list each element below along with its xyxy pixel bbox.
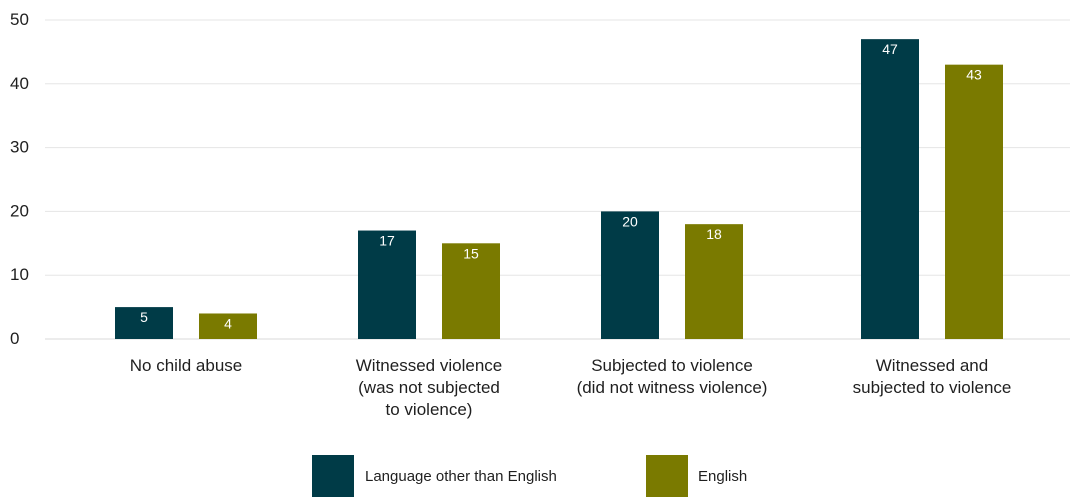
bar-value-label: 43 [966,67,982,83]
legend-label: English [698,468,747,485]
bar-value-label: 18 [706,226,722,242]
category-label: Witnessed violence (was not subjected to v… [356,356,502,419]
bar-value-label: 20 [622,213,638,229]
bar-language-other-than-english [861,39,919,339]
bar-english [945,64,1003,339]
bar-english [199,313,257,339]
bar-value-labels: 5 4 17 15 20 18 47 43 [140,41,982,331]
bar-value-label: 5 [140,309,148,325]
y-tick-label: 40 [10,74,29,93]
bar-value-label: 17 [379,233,395,249]
bar-language-other-than-english [358,230,416,339]
category-label: Witnessed and subjected to violence [853,356,1012,397]
bar-language-other-than-english [115,307,173,339]
legend-swatch-language-other-than-english [312,455,354,497]
y-tick-label: 30 [10,138,29,157]
category-label: Subjected to violence (did not witness vi… [577,356,768,397]
bar-value-label: 47 [882,41,898,57]
bar-english [442,243,500,339]
legend-label: Language other than English [365,468,557,485]
y-axis-tick-labels: 0 10 20 30 40 50 [10,10,29,348]
y-tick-label: 20 [10,201,29,220]
y-tick-label: 50 [10,10,29,29]
bars [115,39,1003,339]
y-tick-label: 10 [10,265,29,284]
bar-english [685,224,743,339]
bar-language-other-than-english [601,211,659,339]
legend-swatch-english [646,455,688,497]
legend: Language other than English English [312,455,747,497]
bar-value-label: 15 [463,245,479,261]
category-label: No child abuse [130,356,242,375]
category-labels: No child abuse Witnessed violence (was not… [130,356,1012,419]
bar-value-label: 4 [224,315,232,331]
y-tick-label: 0 [10,329,19,348]
